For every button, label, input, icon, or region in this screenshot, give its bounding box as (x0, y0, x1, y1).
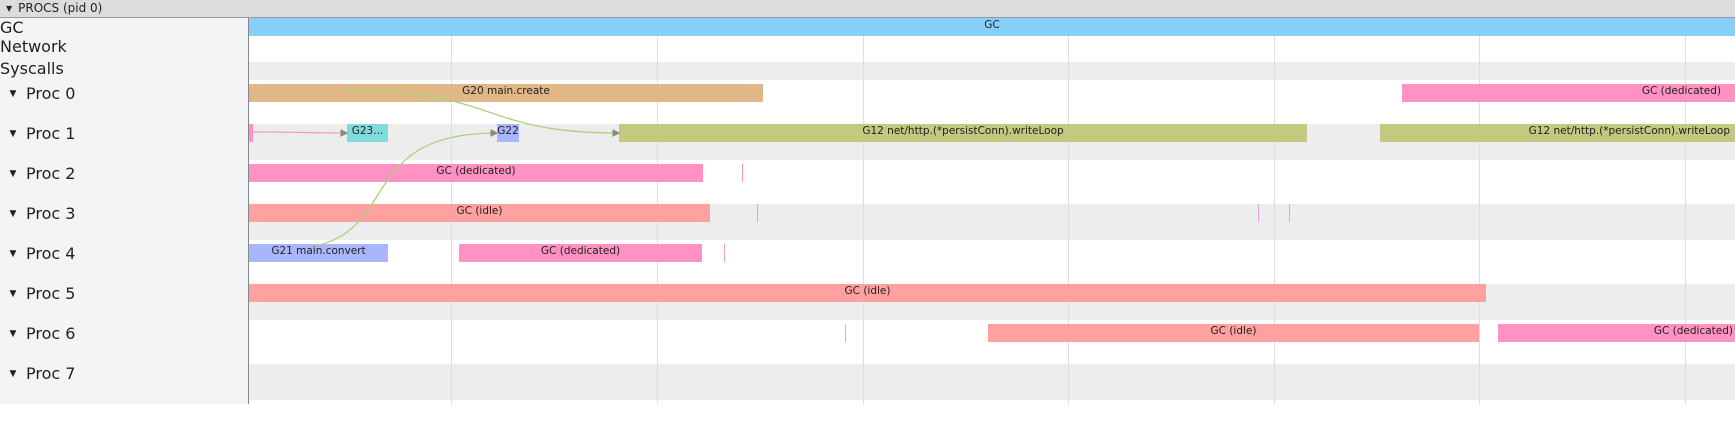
triangle-down-icon[interactable]: ▼ (9, 369, 17, 379)
triangle-down-icon[interactable]: ▼ (9, 289, 17, 299)
triangle-down-icon[interactable]: ▼ (9, 249, 17, 259)
row-label-proc-0[interactable]: ▼ Proc 0 (0, 84, 76, 103)
row-band-proc-7 (249, 364, 1735, 400)
slice-gc-dedicated[interactable]: GC (dedicated) (1402, 84, 1735, 102)
slice-tick[interactable] (742, 164, 743, 182)
row-label-proc-1[interactable]: ▼ Proc 1 (0, 124, 76, 143)
slice-g21-main-convert[interactable]: G21 main.convert (249, 244, 388, 262)
slice-tick[interactable] (1258, 204, 1259, 222)
triangle-down-icon[interactable]: ▼ (9, 329, 17, 339)
slice-gc-dedicated[interactable]: GC (dedicated) (1498, 324, 1735, 342)
slice-gc[interactable]: GC (249, 18, 1735, 36)
row-label-proc-6[interactable]: ▼ Proc 6 (0, 324, 76, 343)
row-label-network: Network (0, 37, 67, 56)
slice-gc-dedicated[interactable]: GC (dedicated) (249, 164, 703, 182)
slice-g12-writeloop[interactable]: G12 net/http.(*persistConn).writeLoop (1380, 124, 1735, 142)
gridline (1479, 18, 1480, 404)
slice-tick[interactable] (724, 244, 725, 262)
row-label-syscalls: Syscalls (0, 59, 64, 78)
slice-gc-idle[interactable]: GC (idle) (249, 204, 710, 222)
triangle-down-icon[interactable]: ▼ (9, 209, 17, 219)
row-label-proc-4[interactable]: ▼ Proc 4 (0, 244, 76, 263)
procs-header[interactable]: ▼ PROCS (pid 0) (0, 0, 1735, 18)
slice-tick[interactable] (845, 324, 846, 342)
triangle-down-icon[interactable]: ▼ (9, 169, 17, 179)
triangle-down-icon[interactable]: ▼ (9, 89, 17, 99)
slice-g20-main-create[interactable]: G20 main.create (249, 84, 763, 102)
slice-g23[interactable]: G23... (347, 124, 388, 142)
gridline (863, 18, 864, 404)
slice-gc-idle[interactable]: GC (idle) (249, 284, 1486, 302)
row-label-proc-7[interactable]: ▼ Proc 7 (0, 364, 76, 383)
timeline[interactable]: GC G20 main.create GC (dedicated) G23...… (249, 18, 1735, 404)
track-labels: GC Network Syscalls ▼ Proc 0 ▼ Proc 1 ▼ Pro… (0, 18, 249, 404)
triangle-down-icon[interactable]: ▼ (6, 4, 13, 13)
slice-tick[interactable] (757, 204, 758, 222)
procs-title: PROCS (pid 0) (18, 1, 103, 15)
slice-g22[interactable]: G22 (497, 124, 519, 142)
row-band-syscalls (249, 62, 1735, 80)
gridline (1685, 18, 1686, 404)
row-label-proc-2[interactable]: ▼ Proc 2 (0, 164, 76, 183)
row-label-proc-5[interactable]: ▼ Proc 5 (0, 284, 76, 303)
slice-gc-dedicated[interactable]: GC (dedicated) (459, 244, 702, 262)
row-label-gc: GC (0, 18, 24, 37)
gridline (1068, 18, 1069, 404)
slice-small[interactable] (249, 124, 253, 142)
triangle-down-icon[interactable]: ▼ (9, 129, 17, 139)
row-label-proc-3[interactable]: ▼ Proc 3 (0, 204, 76, 223)
slice-gc-idle[interactable]: GC (idle) (988, 324, 1479, 342)
slice-g12-writeloop[interactable]: G12 net/http.(*persistConn).writeLoop (619, 124, 1307, 142)
gridline (1274, 18, 1275, 404)
slice-tick[interactable] (1289, 204, 1290, 222)
